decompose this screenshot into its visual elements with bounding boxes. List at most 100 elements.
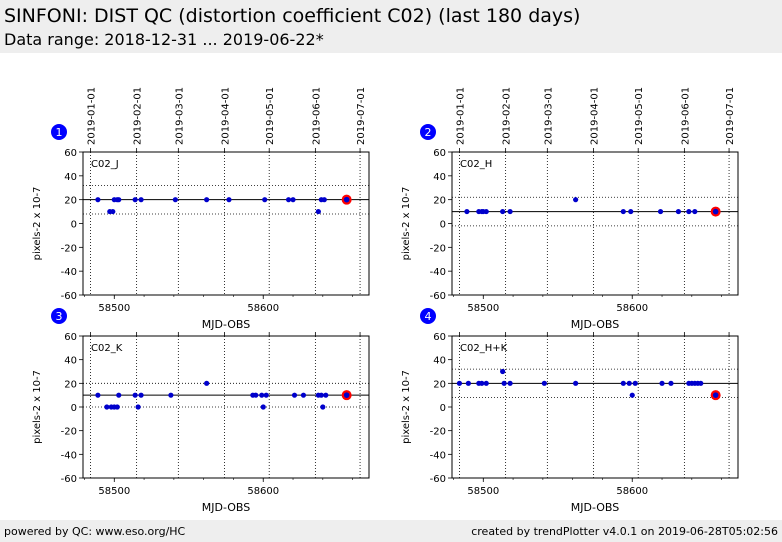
y-tick-label: 40 <box>64 356 77 367</box>
data-point <box>573 197 579 203</box>
data-point <box>116 392 122 398</box>
y-tick-label: -20 <box>430 427 446 438</box>
data-point <box>168 392 174 398</box>
latest-point <box>343 196 350 203</box>
y-tick-label: 0 <box>71 220 77 231</box>
data-point <box>114 404 120 410</box>
x-tick-label: 58600 <box>247 486 279 497</box>
x-tick-label: 58600 <box>247 303 279 314</box>
month-tick-label: 2019-03-01 <box>543 87 554 145</box>
month-tick-label: 2019-07-01 <box>356 87 367 145</box>
panel-badge-4 <box>420 308 436 324</box>
data-point <box>632 380 638 386</box>
data-point <box>620 208 626 215</box>
page-title: SINFONI: DIST QC (distortion coefficient… <box>4 5 581 27</box>
data-point <box>132 197 138 203</box>
footer-powered-by: powered by QC: www.eso.org/HC <box>4 525 186 538</box>
data-point <box>620 380 626 386</box>
data-point <box>507 208 513 215</box>
x-tick-label: 58500 <box>98 486 130 497</box>
month-tick-label: 2019-01-01 <box>86 87 97 145</box>
data-point <box>116 197 122 203</box>
data-point <box>300 392 307 398</box>
data-point <box>456 380 463 386</box>
latest-point <box>712 392 719 398</box>
series-label: C02_K <box>91 343 123 354</box>
y-tick-label: 40 <box>433 172 446 183</box>
data-point <box>138 197 144 203</box>
y-tick-label: -40 <box>430 267 446 278</box>
month-tick-label: 2019-02-01 <box>133 87 144 145</box>
data-point <box>628 208 634 215</box>
data-point <box>698 380 704 386</box>
data-point <box>253 392 259 398</box>
footer-created-by: created by trendPlotter v4.0.1 on 2019-0… <box>471 525 778 538</box>
y-tick-label: 20 <box>64 379 77 390</box>
x-tick-label: 58500 <box>467 486 499 497</box>
y-axis-label: pixels-2 x 10-7 <box>32 370 43 444</box>
data-point <box>95 392 101 398</box>
y-tick-label: 0 <box>440 220 446 231</box>
x-axis-label: MJD-OBS <box>571 318 619 331</box>
data-point <box>204 197 210 203</box>
data-point <box>291 392 298 398</box>
data-point <box>541 380 547 386</box>
data-point <box>573 380 579 386</box>
y-tick-label: 0 <box>71 403 77 414</box>
data-point <box>104 404 110 410</box>
month-tick-label: 2019-02-01 <box>502 87 513 145</box>
x-tick-label: 58600 <box>616 303 648 314</box>
month-tick-label: 2019-05-01 <box>634 87 645 145</box>
y-tick-label: 40 <box>433 356 446 367</box>
y-tick-label: -20 <box>430 243 446 254</box>
data-point <box>465 380 471 386</box>
data-point <box>659 380 665 386</box>
x-axis-label: MJD-OBS <box>202 318 250 331</box>
data-point <box>138 392 144 398</box>
y-tick-label: 60 <box>64 148 77 159</box>
month-tick-label: 2019-01-01 <box>455 87 466 145</box>
data-point <box>290 197 296 203</box>
y-tick-label: 60 <box>433 148 446 159</box>
data-point <box>483 208 489 215</box>
series-label: C02_H+K <box>460 343 508 354</box>
month-tick-label: 2019-06-01 <box>680 87 691 145</box>
data-point <box>507 380 513 386</box>
data-point <box>500 368 506 375</box>
data-point <box>285 197 292 203</box>
panel-number: 1 <box>56 126 63 139</box>
data-point <box>263 392 269 398</box>
data-point <box>315 208 321 215</box>
panel-badge-2 <box>420 124 436 140</box>
y-tick-label: 20 <box>433 196 446 207</box>
y-tick-label: -40 <box>430 450 446 461</box>
data-point <box>629 392 635 398</box>
chart-panel-1: 1 2019-01-01 2019-02-01 2019-03-01 2019-04-0… <box>32 87 370 331</box>
chart-panel-2: 2 2019-01-01 2019-02-01 2019-03-01 2019-04-0… <box>401 87 739 331</box>
month-tick-label: 2019-04-01 <box>590 87 601 145</box>
plot-frame <box>451 335 739 479</box>
month-tick-label: 2019-04-01 <box>221 87 232 145</box>
panel-number: 4 <box>425 310 432 323</box>
series-label: C02_H <box>460 159 492 170</box>
data-point <box>172 197 178 203</box>
panel-number: 3 <box>56 310 63 323</box>
data-point <box>132 392 138 398</box>
data-point <box>318 392 324 398</box>
x-tick-label: 58600 <box>616 486 648 497</box>
y-tick-label: -60 <box>61 291 77 302</box>
panel-badge-1 <box>51 124 67 140</box>
month-tick-label: 2019-06-01 <box>311 87 322 145</box>
y-tick-label: 0 <box>440 403 446 414</box>
data-range-subtitle: Data range: 2018-12-31 ... 2019-06-22* <box>4 30 324 49</box>
data-point <box>204 380 210 386</box>
latest-point <box>343 392 350 398</box>
trend-plots: 1 2019-01-01 2019-02-01 2019-03-01 2019-04-0… <box>32 87 739 514</box>
y-axis-label: pixels-2 x 10-7 <box>32 187 43 261</box>
x-axis-label: MJD-OBS <box>571 501 619 514</box>
data-point <box>657 208 664 215</box>
y-tick-label: -20 <box>61 243 77 254</box>
month-tick-label: 2019-07-01 <box>725 87 736 145</box>
data-point <box>259 392 265 398</box>
x-axis-label: MJD-OBS <box>202 501 250 514</box>
